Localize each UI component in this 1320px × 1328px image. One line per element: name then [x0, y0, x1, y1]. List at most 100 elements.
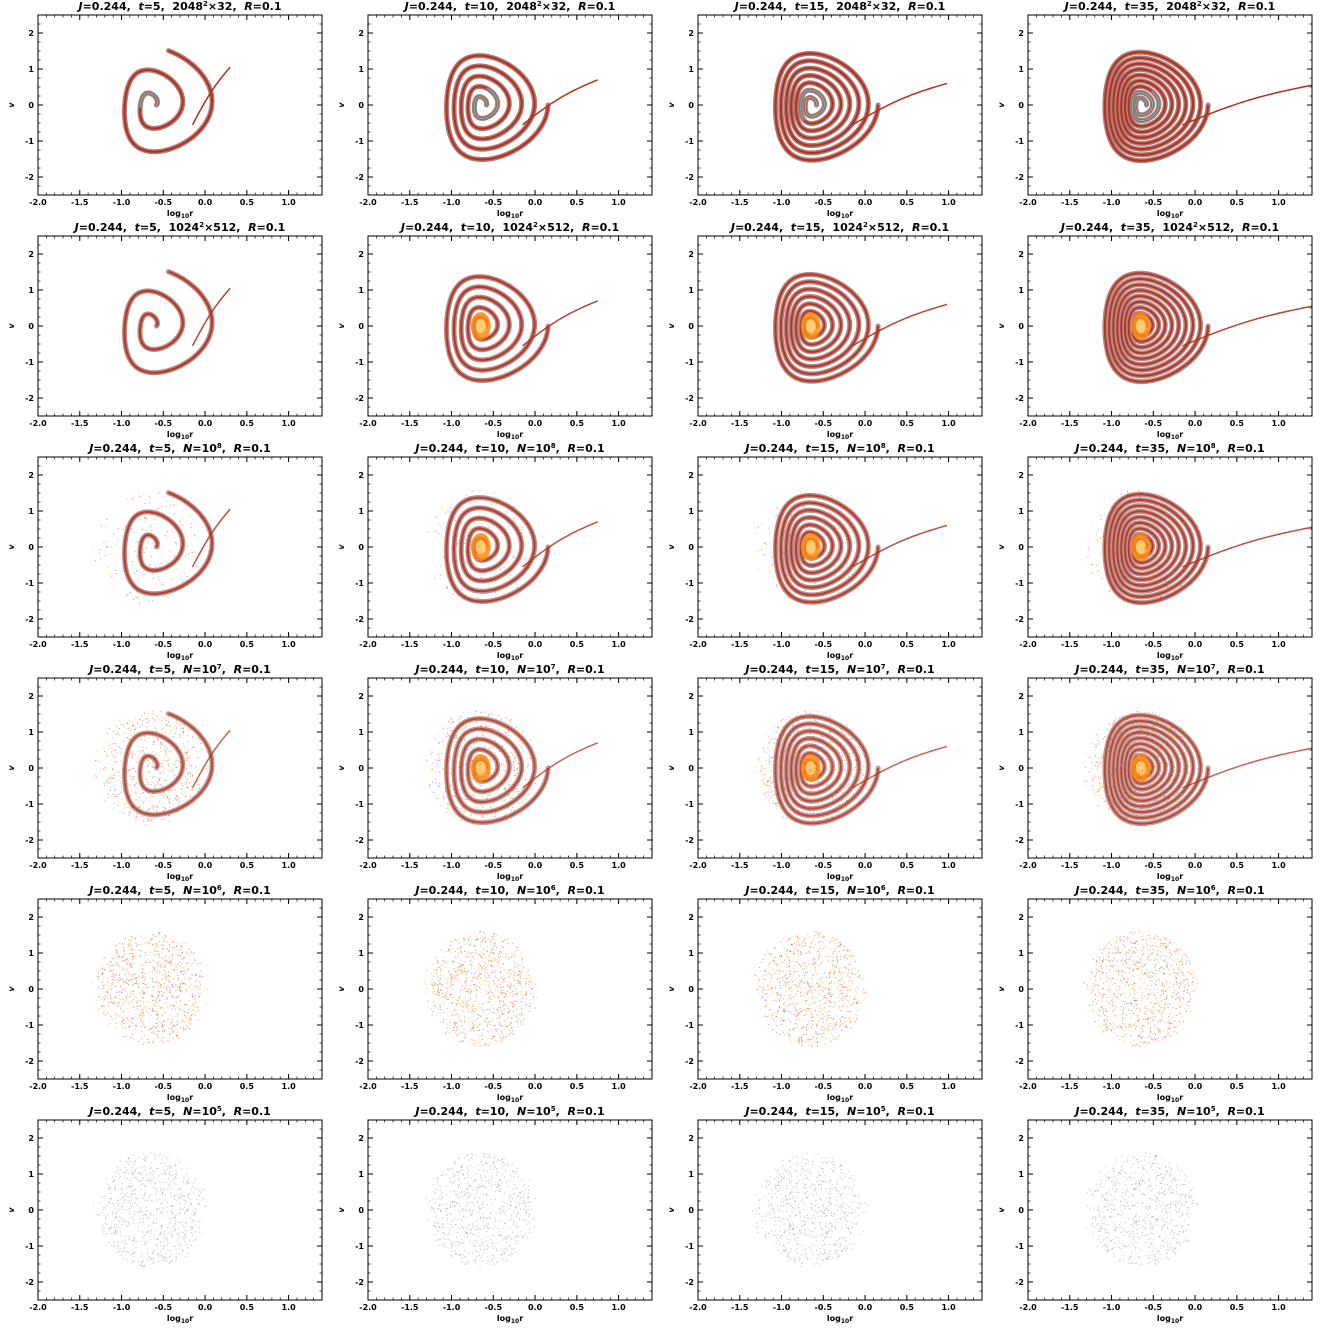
particle-dot: [429, 784, 431, 786]
particle-dot: [194, 551, 196, 553]
particle-dot: [482, 765, 484, 767]
particle-dot: [830, 731, 832, 733]
particle-dot: [812, 774, 814, 776]
particle-dot: [511, 510, 513, 512]
particle-dot: [147, 814, 149, 816]
core-center: [475, 761, 486, 775]
particle-dot: [838, 805, 840, 807]
particle-dot: [135, 761, 137, 763]
particle-dot: [789, 742, 791, 744]
particle-dot: [851, 522, 853, 524]
particle-dot: [824, 560, 826, 562]
y-tick-label: 1: [1018, 286, 1024, 295]
particle-dot: [137, 758, 139, 760]
x-tick-label: -2.0: [359, 861, 377, 870]
particle-dot: [456, 535, 458, 537]
filament-inner: [445, 496, 550, 603]
filament-tail: [1182, 526, 1312, 568]
particle-dot: [836, 596, 838, 598]
particle-dot: [162, 767, 164, 769]
particle-dot: [775, 805, 777, 807]
particle-dot: [482, 723, 484, 725]
core-center: [805, 540, 816, 554]
particle-dot: [482, 758, 484, 760]
particle-dot: [842, 792, 844, 794]
particle-dot: [435, 530, 437, 532]
particle-dot: [124, 517, 126, 519]
particle-dot: [826, 821, 828, 823]
y-tick-label: -1: [1015, 579, 1024, 588]
particle-dot: [806, 811, 808, 813]
particle-dot: [497, 773, 499, 775]
particle-dot: [845, 538, 848, 540]
particle-dot: [830, 762, 832, 764]
particle-dot: [473, 770, 475, 772]
particle-dot: [154, 805, 156, 808]
y-tick-label: 1: [688, 507, 694, 516]
particle-dot: [516, 732, 518, 734]
particle-dot: [769, 788, 771, 790]
particle-dot: [779, 764, 781, 766]
particle-dot: [150, 795, 152, 797]
particle-dot: [787, 596, 789, 598]
particle-dot: [763, 554, 765, 556]
particle-dot: [820, 723, 822, 726]
particle-dot: [512, 806, 514, 808]
particle-dot: [471, 592, 473, 594]
particle-dot: [816, 803, 818, 805]
particle-dot: [1167, 498, 1169, 501]
particle-dot: [776, 794, 778, 797]
particle-dot: [162, 743, 164, 745]
particle-dot: [120, 782, 122, 784]
particle-dot: [463, 756, 466, 758]
particle-dot: [833, 509, 835, 511]
particle-dot: [103, 746, 105, 748]
particle-dot: [201, 748, 203, 750]
particle-dot: [765, 554, 767, 556]
particle-dot: [174, 542, 176, 544]
particle-dot: [126, 595, 128, 597]
particle-dot: [813, 762, 815, 764]
particle-dot: [105, 525, 107, 527]
particle-dot: [800, 769, 802, 771]
particle-dot: [850, 525, 853, 527]
particle-dot: [466, 550, 468, 552]
x-tick-label: -2.0: [359, 198, 377, 207]
particle-dot: [177, 779, 179, 781]
particle-dot: [1109, 544, 1111, 546]
particle-dot: [850, 531, 852, 533]
x-tick-label: -1.0: [773, 861, 791, 870]
particle-dot: [459, 717, 461, 719]
particle-dot: [160, 562, 162, 565]
particle-dot: [131, 527, 133, 530]
particle-dot: [852, 768, 854, 770]
particle-dot: [806, 579, 808, 581]
particle-dot: [122, 567, 124, 569]
particle-dot: [828, 535, 831, 537]
particle-dot: [462, 774, 464, 776]
particle-dot: [853, 760, 855, 762]
particle-dot: [774, 554, 776, 556]
particle-dot: [491, 760, 493, 762]
x-tick-label: -1.0: [773, 419, 791, 428]
particle-dot: [145, 747, 147, 749]
particle-dot: [122, 570, 124, 572]
particle-dot: [487, 794, 489, 796]
y-tick-label: 0: [1018, 101, 1024, 110]
particle-dot: [835, 795, 837, 797]
particle-dot: [108, 573, 110, 575]
particle-dot: [185, 805, 187, 807]
particle-dot: [767, 781, 769, 784]
particle-dot: [199, 553, 201, 556]
plot-panel: J=0.244, t=10, N=108, R=0.1 -2.0 -1.5 -1.0-…: [330, 442, 660, 663]
particle-dot: [527, 742, 529, 744]
particle-dot: [831, 725, 833, 727]
particle-dot: [772, 802, 774, 805]
particle-dot: [484, 772, 486, 775]
particle-dot: [843, 751, 845, 753]
particle-dot: [485, 789, 487, 791]
particle-dot: [115, 572, 117, 574]
particle-dot: [835, 768, 837, 771]
particle-dot: [855, 795, 857, 797]
particle-dot: [159, 773, 161, 775]
